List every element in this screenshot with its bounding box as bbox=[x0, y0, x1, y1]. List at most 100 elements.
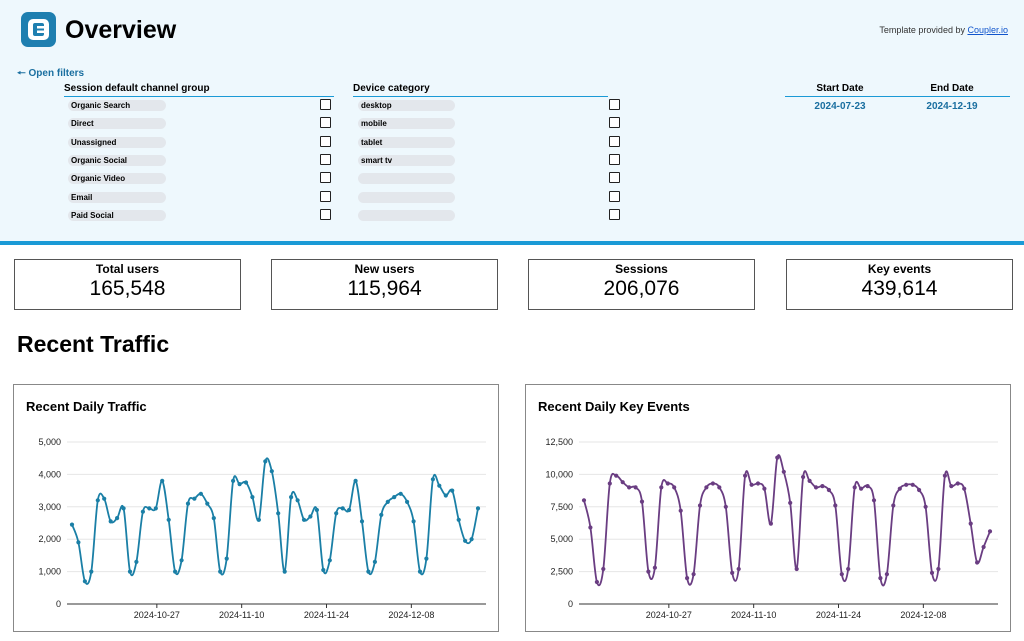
data-point bbox=[891, 503, 896, 508]
data-point bbox=[166, 517, 171, 522]
device-category-checkbox[interactable] bbox=[609, 208, 620, 220]
data-point bbox=[736, 566, 741, 572]
data-point bbox=[607, 481, 612, 486]
data-point bbox=[743, 473, 748, 478]
data-point bbox=[601, 566, 606, 572]
x-tick-label: 2024-10-27 bbox=[134, 610, 180, 620]
channel-group-checkbox[interactable] bbox=[320, 117, 331, 129]
data-point bbox=[411, 519, 416, 524]
data-point bbox=[115, 516, 120, 521]
data-point bbox=[749, 482, 754, 487]
data-point bbox=[379, 512, 384, 517]
data-point bbox=[179, 558, 184, 563]
data-point bbox=[897, 486, 902, 491]
channel-group-checkbox[interactable] bbox=[320, 153, 331, 165]
channel-group-checkbox[interactable] bbox=[320, 99, 331, 110]
channel-group-checkbox[interactable] bbox=[320, 135, 331, 147]
channel-group-option: Direct bbox=[68, 118, 166, 130]
data-point bbox=[256, 517, 261, 522]
device-category-checkbox[interactable] bbox=[609, 117, 620, 129]
device-category-option: mobile bbox=[358, 118, 455, 130]
data-point bbox=[314, 507, 319, 513]
daily-traffic-plot: 0 1,000 2,000 3,000 4,000 5,000 2024-10-27 2024… bbox=[38, 437, 486, 620]
data-point bbox=[147, 506, 152, 511]
data-point bbox=[237, 482, 242, 487]
data-point bbox=[620, 480, 625, 485]
channel-group-checkbox[interactable] bbox=[320, 172, 331, 184]
chart-title: Recent Daily Traffic bbox=[26, 399, 147, 414]
device-category-option bbox=[358, 191, 455, 203]
data-point bbox=[659, 485, 664, 490]
data-point bbox=[710, 481, 715, 486]
device-category-checkbox[interactable] bbox=[609, 135, 620, 147]
data-point bbox=[762, 486, 767, 491]
y-tick-label: 1,000 bbox=[38, 567, 61, 577]
x-tick-label: 2024-11-10 bbox=[731, 610, 776, 620]
data-point bbox=[456, 517, 461, 522]
data-point bbox=[788, 500, 793, 505]
kpi-new-users: New users 115,964 bbox=[271, 259, 498, 310]
kpi-label: New users bbox=[354, 262, 415, 276]
x-tick-label: 2024-11-24 bbox=[304, 610, 349, 620]
data-point bbox=[730, 570, 735, 575]
data-point bbox=[697, 503, 703, 508]
data-point bbox=[334, 511, 339, 516]
data-point bbox=[282, 569, 287, 574]
data-point bbox=[865, 484, 870, 489]
data-point bbox=[398, 491, 403, 496]
device-category-checkbox[interactable] bbox=[609, 172, 620, 184]
device-category-divider bbox=[353, 96, 608, 97]
channel-group-option: Organic Search bbox=[68, 100, 166, 111]
device-category-checkbox[interactable] bbox=[609, 190, 620, 202]
data-point bbox=[127, 569, 133, 574]
data-point bbox=[685, 576, 690, 581]
data-point bbox=[955, 481, 960, 486]
data-point bbox=[801, 474, 806, 480]
kpi-value: 115,964 bbox=[347, 277, 422, 300]
page-title: Overview bbox=[65, 16, 177, 44]
data-point bbox=[82, 579, 87, 584]
daily-traffic-chart: Recent Daily Traffic 0 1,000 2,000 3,000 4,0… bbox=[13, 384, 499, 632]
data-point bbox=[405, 499, 410, 504]
channel-group-option: Unassigned bbox=[68, 136, 166, 148]
daily-key-events-plot: 0 2,500 5,000 7,500 10,000 12,500 2024-10-27 20… bbox=[545, 437, 998, 620]
data-point bbox=[807, 478, 812, 483]
data-point bbox=[437, 483, 442, 488]
channel-group-checkbox[interactable] bbox=[320, 190, 331, 202]
data-point bbox=[321, 567, 326, 573]
data-point bbox=[962, 486, 967, 491]
y-tick-label: 7,500 bbox=[550, 502, 573, 512]
kpi-label: Sessions bbox=[615, 262, 668, 276]
open-filters-button[interactable]: 🠔 Open filters bbox=[17, 68, 85, 79]
channel-group-option: Organic Social bbox=[68, 154, 166, 166]
start-date-value[interactable]: 2024-07-23 bbox=[814, 101, 866, 112]
data-point bbox=[443, 493, 448, 498]
data-point bbox=[581, 498, 587, 503]
data-point bbox=[878, 576, 883, 581]
data-point bbox=[469, 537, 474, 542]
series-line bbox=[583, 454, 991, 587]
end-date-value[interactable]: 2024-12-19 bbox=[926, 101, 978, 112]
device-category-checkbox[interactable] bbox=[609, 99, 620, 110]
data-point bbox=[820, 484, 825, 489]
device-category-checkbox[interactable] bbox=[609, 153, 620, 165]
coupler-link[interactable]: Coupler.io bbox=[967, 25, 1008, 35]
data-point bbox=[108, 519, 113, 524]
data-point bbox=[121, 506, 126, 511]
data-point bbox=[917, 487, 922, 493]
channel-group-divider bbox=[64, 96, 334, 97]
data-point bbox=[243, 480, 249, 485]
data-point bbox=[231, 478, 236, 483]
data-point bbox=[936, 566, 941, 572]
chart-title: Recent Daily Key Events bbox=[538, 399, 690, 414]
x-tick-label: 2024-12-08 bbox=[388, 610, 434, 620]
data-point bbox=[846, 566, 851, 572]
data-point bbox=[633, 485, 638, 490]
kpi-total-users: Total users 165,548 bbox=[14, 259, 241, 310]
data-point bbox=[781, 469, 786, 474]
y-tick-label: 12,500 bbox=[545, 437, 573, 447]
kpi-label: Key events bbox=[867, 262, 932, 276]
channel-group-checkbox[interactable] bbox=[320, 208, 331, 220]
y-tick-label: 5,000 bbox=[550, 534, 573, 544]
data-point bbox=[813, 485, 819, 490]
